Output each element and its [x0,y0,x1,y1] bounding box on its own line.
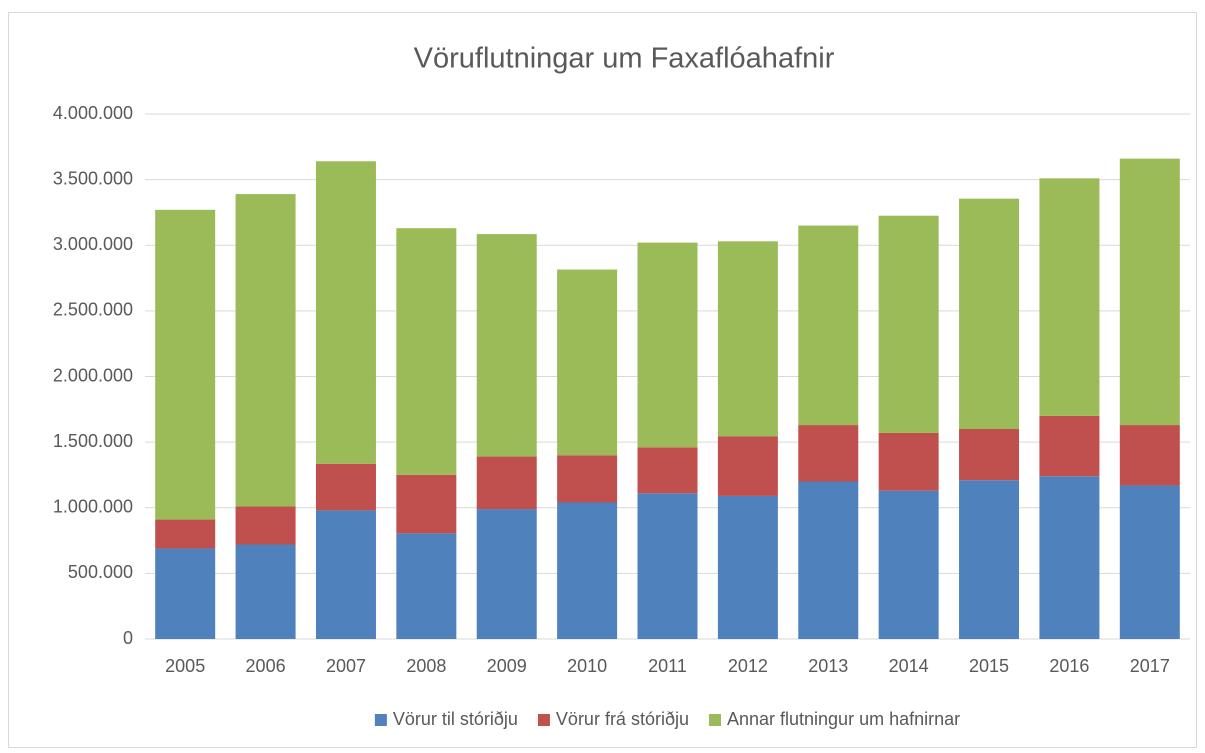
x-tick-label: 2012 [728,656,768,676]
y-tick-label: 2.500.000 [53,300,133,320]
bar-segment [717,495,778,639]
legend-label: Annar flutningur um hafnirnar [727,709,960,729]
x-tick-label: 2014 [889,656,929,676]
x-tick-label: 2005 [165,656,205,676]
bar-segment [235,544,296,639]
bar-segment [235,194,296,507]
y-tick-label: 4.000.000 [53,103,133,123]
bar-segment [637,242,698,448]
x-tick-label: 2017 [1130,656,1170,676]
x-tick-label: 2016 [1049,656,1089,676]
bar-segment [798,225,859,426]
bar-segment [637,447,698,494]
bar-segment [959,429,1020,481]
bar-segment [155,548,216,639]
y-tick-label: 2.000.000 [53,365,133,385]
bar-segment [1039,476,1100,639]
bar-segment [235,506,296,545]
x-tick-label: 2010 [567,656,607,676]
bar-segment [959,198,1020,429]
y-tick-label: 500.000 [68,562,133,582]
x-tick-label: 2015 [969,656,1009,676]
y-tick-label: 3.000.000 [53,234,133,254]
bar-segment [878,490,939,639]
bar-segment [155,519,216,549]
bar-segment [637,493,698,639]
bar-segment [1039,178,1100,416]
chart-title: Vöruflutningar um Faxaflóahafnir [414,43,835,75]
x-tick-label: 2007 [326,656,366,676]
bar-segment [959,480,1020,639]
legend-label: Vörur til stóriðju [393,709,518,729]
x-tick-label: 2006 [246,656,286,676]
bar-segment [557,502,618,639]
x-tick-label: 2008 [406,656,446,676]
y-tick-label: 0 [123,628,133,648]
bar-segment [1119,425,1180,486]
bar-segment [878,432,939,491]
bar-segment [1119,485,1180,639]
bar-segment [557,269,618,456]
bar-segment [476,509,537,639]
bar-segment [396,228,457,475]
bar-segment [396,533,457,639]
legend-swatch [708,714,721,726]
bar-segment [878,215,939,433]
bar-segment [1039,415,1100,477]
bar-segment [798,425,859,482]
bar-segment [476,456,537,510]
bar-segment [557,455,618,503]
bar-segment [1119,158,1180,426]
bar-segment [396,474,457,534]
bar-segment [798,481,859,639]
x-tick-label: 2009 [487,656,527,676]
bar-segment [315,510,376,639]
y-tick-label: 1.000.000 [53,497,133,517]
legend-swatch [374,714,387,726]
legend-swatch [537,714,550,726]
bar-segment [315,463,376,511]
x-tick-label: 2013 [808,656,848,676]
x-tick-label: 2011 [648,656,687,676]
y-tick-label: 1.500.000 [53,431,133,451]
bar-segment [155,209,216,520]
bar-segment [315,161,376,464]
bar-segment [717,241,778,437]
y-tick-label: 3.500.000 [53,168,133,188]
legend-label: Vörur frá stóriðju [556,709,689,729]
bar-segment [717,436,778,496]
bar-segment [476,234,537,457]
